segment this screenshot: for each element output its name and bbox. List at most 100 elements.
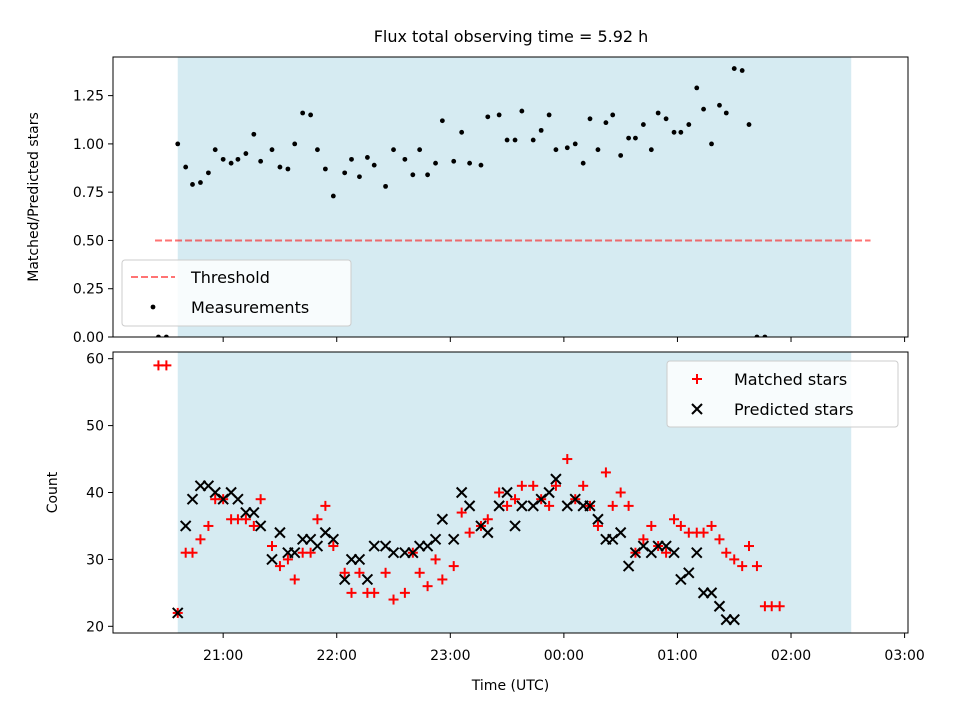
measurements-point (686, 122, 692, 127)
y-tick-label: 0.50 (73, 233, 104, 249)
legend-box (121, 259, 352, 327)
matched-stars-point (161, 360, 172, 371)
y-tick-label: 0.25 (73, 282, 104, 298)
matched-stars-point (399, 587, 410, 598)
ratio-panel: 0.00 0.25 0.50 0.75 1.00 1.25 Matched/Predicte… (26, 56, 909, 346)
measurements-point (467, 160, 473, 166)
x-b (248, 506, 260, 519)
predicted-stars-point (683, 567, 695, 579)
measurements-point (235, 156, 241, 162)
x-b (387, 547, 400, 559)
predicted-stars-point (254, 520, 267, 532)
matched-stars-point (698, 527, 709, 538)
x-b (569, 493, 581, 505)
predicted-stars-point (668, 547, 680, 559)
predicted-stars-point (550, 473, 562, 485)
legend: Threshold Measurements (121, 259, 352, 327)
legend-predicted-label: Predicted stars (734, 400, 854, 419)
measurements-point (640, 122, 646, 127)
x-b (319, 526, 332, 539)
x-b (493, 500, 505, 512)
x-b (353, 553, 366, 566)
predicted-stars-point (361, 573, 374, 586)
measurements-point (349, 156, 354, 162)
predicted-stars-point (436, 513, 449, 525)
measurements-point (731, 66, 737, 71)
measurements-point (391, 147, 396, 153)
x-b (254, 520, 267, 532)
matched-stars-point (510, 494, 521, 505)
x-tick-label: 22:00 (317, 648, 357, 664)
matched-stars-point (562, 454, 573, 465)
measurements-point (417, 147, 423, 153)
y-axis-label: Matched/Predicted stars (26, 112, 42, 282)
chart-title: Flux total observing time = 5.92 h (374, 27, 649, 46)
matched-stars-point (578, 480, 589, 491)
matched-stars-point (550, 480, 561, 491)
matched-stars-point (195, 534, 206, 545)
measurements-point (739, 68, 745, 73)
x-b (683, 567, 695, 579)
predicted-stars-point (622, 560, 635, 572)
measurements-point (478, 162, 484, 168)
y-tick-label: 60 (86, 352, 104, 368)
predicted-stars-point (482, 526, 494, 539)
measurements-point (754, 334, 760, 337)
predicted-stars-point (311, 540, 324, 552)
measurements-point (410, 172, 416, 178)
x-tick-label: 02:00 (771, 648, 811, 664)
measurements-point (485, 114, 491, 120)
matched-stars-point (623, 500, 634, 511)
predicted-stars-point (516, 500, 528, 512)
measurements-point (678, 129, 684, 135)
matched-stars-point (516, 480, 527, 491)
legend-measurement-swatch (150, 304, 156, 310)
matched-stars-point (320, 500, 331, 511)
x-b (274, 526, 286, 539)
measurements-point (512, 137, 518, 143)
matched-stars-point (646, 520, 657, 531)
plot-area (155, 66, 871, 337)
matched-stars-point (615, 487, 626, 498)
x-tick-label: 03:00 (884, 648, 924, 664)
x-b (584, 500, 596, 512)
matched-stars-point (248, 520, 259, 531)
predicted-stars-point (493, 500, 505, 512)
x-b (209, 486, 221, 499)
measurements-point (655, 110, 661, 116)
measurements-point (258, 158, 264, 164)
measurements-point (212, 147, 218, 153)
measurements-point (564, 145, 570, 151)
predicted-stars-point (455, 486, 468, 499)
count-panel: 20 30 40 50 60 21:00 22:00 23:00 00:00 01:00 02:00… (45, 351, 925, 694)
measurements-point (300, 110, 306, 116)
y-tick-label: 0.00 (73, 330, 104, 346)
x-b (728, 613, 740, 626)
matched-stars-point (638, 534, 649, 545)
x-b (509, 520, 521, 532)
measurements-point (701, 106, 706, 112)
measurements-point (504, 137, 510, 143)
matched-stars-point (669, 514, 680, 525)
predicted-stars-point (614, 526, 627, 539)
matched-stars-point (282, 554, 293, 565)
axes-frame (112, 56, 909, 338)
measurements-point (717, 102, 722, 108)
predicted-stars-point (172, 607, 184, 619)
predicted-stars-point (232, 493, 244, 505)
matched-stars-point (482, 514, 493, 525)
matched-stars-point (203, 520, 214, 531)
matched-stars-point (494, 487, 505, 498)
x-b (660, 540, 672, 552)
predicted-stars-point (584, 500, 596, 512)
predicted-stars-point (728, 613, 740, 626)
matched-stars-point (751, 561, 762, 572)
x-b (368, 540, 380, 552)
measurements-point (746, 122, 752, 127)
measurements-point (156, 334, 161, 337)
measurements-point (530, 137, 536, 143)
x-b (448, 533, 460, 546)
matched-stars-point (414, 567, 425, 578)
measurements-point (553, 147, 559, 153)
